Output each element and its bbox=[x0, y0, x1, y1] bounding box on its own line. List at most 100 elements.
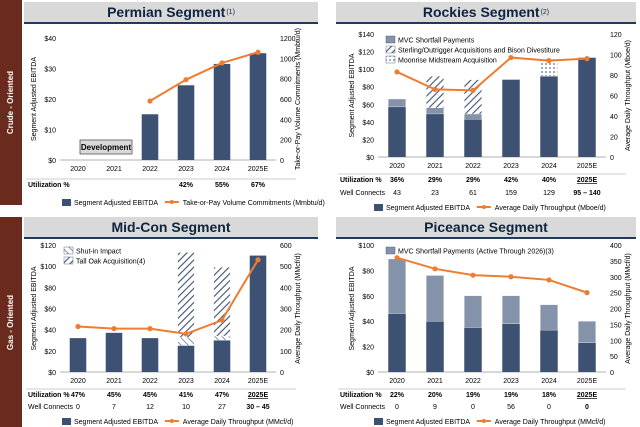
permian-ytick-left: $0 bbox=[48, 158, 56, 165]
rockies-xtick: 2023 bbox=[503, 163, 519, 170]
rockies-ytick-left: $0 bbox=[366, 155, 374, 162]
rockies-row-value: 36% bbox=[390, 177, 405, 184]
permian-line-series bbox=[149, 51, 259, 102]
rockies-row-value: 2025E bbox=[577, 177, 598, 184]
midcon-row-value: 47% bbox=[71, 392, 86, 399]
midcon-footer-bar-swatch bbox=[62, 418, 71, 425]
piceance-bar-ebitda bbox=[502, 323, 520, 372]
piceance-row-label: Utilization % bbox=[340, 392, 382, 399]
rockies-ylabel-left: Segment Adjusted EBITDA bbox=[349, 53, 356, 137]
rockies-panel: Rockies Segment (2) $0 $20 $40 $60 $80 $100 $12… bbox=[336, 2, 636, 212]
rockies-legend-swatch bbox=[385, 55, 396, 64]
midcon-ytick-right: 200 bbox=[280, 328, 292, 335]
rockies-footer-bar-label: Segment Adjusted EBITDA bbox=[386, 205, 470, 212]
permian-xtick: 2020 bbox=[70, 166, 86, 173]
midcon-bar-hatch bbox=[213, 267, 231, 337]
midcon-xtick: 2021 bbox=[106, 378, 122, 385]
piceance-chart: $0 $20 $40 $60 $80 $100 0 50 100 150 200 250 300 350 4… bbox=[338, 243, 632, 426]
permian-bar-ebitda bbox=[249, 53, 267, 160]
piceance-row-value: 56 bbox=[507, 404, 515, 411]
rockies-ytick-left: $60 bbox=[362, 102, 374, 109]
midcon-footer-bar-label: Segment Adjusted EBITDA bbox=[74, 419, 158, 426]
piceance-ylabel-left: Segment Adjusted EBITDA bbox=[349, 266, 356, 350]
rockies-line-point bbox=[394, 69, 400, 75]
midcon-xtick: 2020 bbox=[70, 378, 86, 385]
piceance-line-point bbox=[508, 274, 514, 280]
piceance-bar-ebitda bbox=[426, 321, 444, 372]
midcon-bar-ebitda bbox=[69, 338, 87, 372]
piceance-ytick-left: $60 bbox=[362, 294, 374, 301]
permian-xtick: 2021 bbox=[106, 166, 122, 173]
piceance-footer-bar-label: Segment Adjusted EBITDA bbox=[386, 419, 470, 426]
midcon-line-point bbox=[255, 257, 261, 263]
piceance-ytick-left: $0 bbox=[366, 370, 374, 377]
midcon-footer-line-dot bbox=[169, 419, 174, 423]
rockies-ytick-right: 20 bbox=[610, 135, 618, 142]
rockies-footer-line-dot bbox=[481, 205, 486, 209]
rockies-legend-swatch bbox=[385, 45, 396, 54]
midcon-legend-label: Shut-in Impact bbox=[76, 249, 121, 256]
rockies-bar-hatch bbox=[464, 79, 482, 115]
piceance-row-value: 0 bbox=[585, 404, 589, 411]
midcon-ytick-left: $40 bbox=[44, 328, 56, 335]
piceance-row-value: 19% bbox=[466, 392, 481, 399]
midcon-xtick: 2023 bbox=[178, 378, 194, 385]
rockies-bar-ebitda bbox=[502, 79, 520, 157]
piceance-row-value: 22% bbox=[390, 392, 405, 399]
piceance-xtick: 2024 bbox=[541, 378, 557, 385]
rockies-line-point bbox=[508, 54, 514, 61]
permian-footer-line-label: Take-or-Pay Volume Commitments (Mmbtu/d) bbox=[183, 200, 325, 207]
gas-oriented-label: Gas - Oriented bbox=[6, 294, 16, 350]
rockies-legend-label: Sterling/Outrigger Acquisitions and Biso… bbox=[398, 48, 560, 55]
permian-ytick-right: 800 bbox=[280, 77, 292, 84]
midcon-row-value: 41% bbox=[179, 392, 194, 399]
rockies-ytick-left: $140 bbox=[358, 32, 374, 39]
midcon-bar-ebitda bbox=[105, 332, 123, 372]
permian-chart: $0 $10 $20 $30 $40 0 200 400 600 800 1000 1200 Segme… bbox=[26, 28, 325, 207]
rockies-bar-hatch bbox=[426, 76, 444, 108]
midcon-row-label: Well Connects bbox=[28, 404, 74, 411]
rockies-bar-ebitda bbox=[578, 57, 596, 157]
rockies-line-series bbox=[396, 56, 588, 92]
midcon-title-text: Mid-Con Segment bbox=[111, 219, 231, 235]
midcon-row-value: 7 bbox=[112, 404, 116, 411]
permian-row-value: 67% bbox=[251, 182, 266, 189]
piceance-line-point bbox=[584, 290, 590, 296]
piceance-bar-light bbox=[502, 295, 520, 324]
rockies-ylabel-right: Average Daily Throughput (Mboe/d) bbox=[625, 40, 632, 151]
rockies-row-value: 159 bbox=[505, 190, 517, 197]
rockies-bar-light bbox=[426, 107, 444, 115]
piceance-ytick-left: $100 bbox=[358, 243, 374, 250]
permian-ytick-right: 600 bbox=[280, 97, 292, 104]
permian-bar-ebitda bbox=[177, 85, 195, 160]
rockies-ytick-right: 0 bbox=[610, 155, 614, 162]
permian-ytick-left: $10 bbox=[44, 128, 56, 135]
rockies-line-point bbox=[432, 86, 438, 92]
rockies-bar-ebitda bbox=[388, 106, 406, 157]
midcon-row-value: 30 – 45 bbox=[246, 404, 269, 411]
rockies-ytick-left: $40 bbox=[362, 120, 374, 127]
rockies-ytick-right: 100 bbox=[610, 53, 622, 60]
midcon-footer-line-label: Average Daily Throughput (MMcf/d) bbox=[183, 419, 294, 426]
midcon-ytick-right: 400 bbox=[280, 285, 292, 292]
midcon-ylabel-left: Segment Adjusted EBITDA bbox=[31, 266, 38, 350]
permian-ytick-left: $20 bbox=[44, 97, 56, 104]
rockies-xtick: 2021 bbox=[427, 163, 443, 170]
piceance-row-value: 2025E bbox=[577, 392, 598, 399]
permian-xtick: 2025E bbox=[248, 166, 269, 173]
midcon-bar-ebitda bbox=[141, 338, 159, 372]
rockies-ytick-left: $100 bbox=[358, 67, 374, 74]
piceance-ytick-right: 100 bbox=[610, 338, 622, 345]
piceance-row-value: 19% bbox=[504, 392, 519, 399]
midcon-ytick-left: $120 bbox=[40, 243, 56, 250]
rockies-title-note: (2) bbox=[540, 8, 550, 16]
piceance-bar-light bbox=[388, 258, 406, 314]
midcon-line-series bbox=[77, 259, 259, 335]
piceance-bar-light bbox=[464, 295, 482, 328]
rockies-ytick-left: $120 bbox=[358, 50, 374, 57]
midcon-bar-ebitda bbox=[249, 255, 267, 372]
piceance-line-point bbox=[546, 277, 552, 283]
midcon-xtick: 2025E bbox=[248, 378, 269, 385]
piceance-footer-bar-swatch bbox=[374, 418, 383, 425]
piceance-title: Piceance Segment bbox=[336, 217, 636, 239]
